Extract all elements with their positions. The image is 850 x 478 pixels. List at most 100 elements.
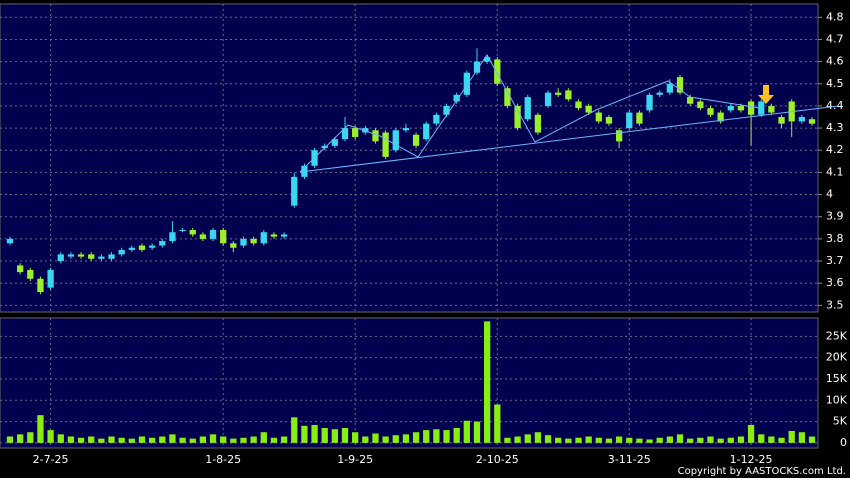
volume-bar: [179, 437, 186, 443]
candle-body: [555, 92, 562, 95]
volume-bar: [514, 436, 521, 443]
candle-body: [717, 112, 724, 122]
candle-body: [646, 94, 653, 111]
candle-body: [626, 112, 633, 129]
volume-bar: [108, 436, 115, 443]
volume-bar: [270, 437, 278, 443]
candle-body: [453, 94, 460, 102]
volume-bar: [372, 433, 379, 443]
volume-bar: [362, 436, 369, 443]
volume-bar: [67, 436, 75, 443]
volume-bar: [808, 436, 816, 443]
trendlines: [299, 54, 839, 173]
volume-bar: [615, 436, 623, 443]
candle-body: [179, 230, 186, 232]
x-tick-label: 1-8-25: [205, 453, 241, 466]
candle-body: [77, 254, 85, 257]
volume-bar: [382, 436, 389, 443]
volume-bar: [230, 438, 237, 443]
candle-body: [6, 238, 14, 244]
volume-bar: [352, 432, 359, 443]
y-tick-label: 3.9: [826, 210, 844, 223]
volume-bar: [524, 434, 531, 443]
candle-body: [433, 114, 440, 124]
x-tick-label: 2-7-25: [33, 453, 69, 466]
candle-body: [483, 57, 491, 62]
volume-bar: [717, 438, 724, 443]
candle-body: [108, 254, 115, 259]
candle-body: [138, 245, 146, 250]
volume-bar: [453, 427, 460, 443]
volume-bar: [88, 436, 95, 443]
volume-bar: [311, 424, 318, 443]
x-tick-label: 1-12-25: [730, 453, 773, 466]
volume-bar: [676, 434, 684, 443]
volume-bar: [341, 427, 349, 443]
volume-bar: [565, 438, 572, 443]
candle-body: [240, 238, 247, 246]
volume-bar: [27, 432, 34, 443]
volume-bar: [555, 437, 562, 443]
candle-body: [747, 101, 755, 115]
candle-body: [382, 132, 389, 157]
volume-bar: [331, 429, 339, 443]
candle-body: [321, 145, 328, 149]
volume-tick-label: 10K: [826, 393, 848, 406]
candle-body: [220, 230, 227, 244]
volume-bar: [412, 432, 420, 443]
candle-body: [798, 117, 805, 122]
volume-bar: [534, 432, 542, 443]
y-tick-label: 4.4: [826, 99, 844, 112]
candle-body: [636, 112, 643, 124]
candle-body: [230, 243, 237, 248]
zigzag-line: [299, 54, 761, 173]
volume-tick-label: 15K: [826, 372, 848, 385]
volume-bar: [148, 437, 156, 443]
copyright: Copyright by AASTOCKS.com Ltd.: [678, 466, 846, 477]
candle-body: [494, 59, 501, 84]
candle-body: [291, 176, 298, 206]
y-tick-label: 4.2: [826, 143, 844, 156]
candle-body: [676, 77, 684, 93]
y-tick-label: 3.5: [826, 298, 844, 311]
x-tick-label: 2-10-25: [476, 453, 519, 466]
volume-bar: [17, 434, 24, 443]
y-tick-label: 4.8: [826, 10, 844, 23]
candle-body: [565, 90, 572, 100]
candle-body: [37, 278, 44, 293]
candle-body: [128, 247, 135, 250]
candle-body: [423, 123, 430, 140]
volume-bar: [280, 436, 288, 443]
y-tick-label: 4: [826, 188, 833, 201]
volume-bar: [392, 435, 399, 443]
candle-body: [615, 130, 623, 142]
candle-body: [585, 105, 592, 113]
candle-body: [118, 249, 125, 255]
volume-tick-label: 5K: [833, 415, 848, 428]
candle-body: [534, 114, 542, 133]
candle-body: [392, 130, 399, 151]
volume-bar: [209, 434, 217, 443]
y-tick-label: 3.7: [826, 254, 844, 267]
volume-bar: [220, 436, 227, 443]
candle-body: [656, 92, 663, 95]
candle-body: [412, 134, 420, 146]
volume-bar: [402, 434, 410, 443]
candle-body: [402, 128, 410, 131]
volume-bar: [737, 436, 745, 443]
candle-body: [768, 105, 775, 113]
volume-bar: [291, 417, 298, 443]
candle-body: [169, 232, 176, 242]
volume-bar: [433, 429, 440, 443]
volume-bar: [138, 436, 146, 443]
candle-body: [88, 254, 95, 259]
volume-bar: [473, 421, 481, 443]
candle-body: [524, 97, 531, 120]
volume-bar: [747, 424, 755, 443]
candle-body: [341, 128, 349, 140]
volume-panel: [0, 317, 819, 449]
candle-body: [778, 117, 785, 124]
price-panel: [0, 3, 819, 313]
volume-bar: [77, 437, 85, 443]
